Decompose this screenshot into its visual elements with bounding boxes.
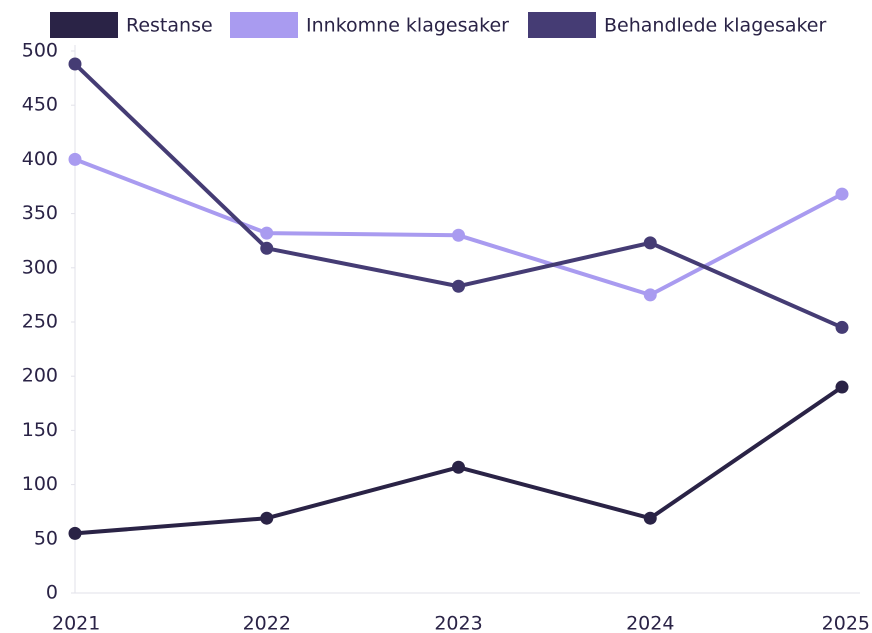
data-point <box>260 241 274 255</box>
x-tick-label: 2023 <box>434 613 482 633</box>
y-tick-label: 450 <box>22 94 58 116</box>
data-point <box>835 187 849 201</box>
x-tick-label: 2021 <box>52 613 100 633</box>
y-tick-label: 250 <box>22 311 58 333</box>
legend-label: Restanse <box>126 15 213 37</box>
series-line <box>74 385 844 536</box>
data-point <box>452 460 465 474</box>
data-point <box>643 511 657 525</box>
data-point <box>452 228 465 242</box>
legend-label: Innkomne klagesaker <box>306 15 509 37</box>
data-point <box>643 288 657 302</box>
data-point <box>835 320 849 334</box>
data-point <box>452 279 465 293</box>
data-point <box>68 152 82 166</box>
data-point <box>260 511 274 525</box>
y-tick-label: 350 <box>22 202 58 224</box>
y-tick-label: 0 <box>46 582 58 604</box>
data-point <box>68 526 82 540</box>
x-tick-label: 2024 <box>626 613 674 633</box>
x-tick-label: 2022 <box>243 613 291 633</box>
legend-swatch <box>230 12 298 38</box>
x-tick-label: 2025 <box>822 613 870 633</box>
legend-label: Behandlede klagesaker <box>604 15 827 37</box>
y-tick-label: 300 <box>22 256 58 278</box>
y-tick-label: 150 <box>22 419 58 441</box>
legend-swatch <box>528 12 596 38</box>
y-tick-label: 50 <box>34 527 58 549</box>
data-point <box>260 226 274 240</box>
data-point <box>643 236 657 250</box>
y-tick-label: 200 <box>22 365 58 387</box>
legend-swatch <box>50 12 118 38</box>
y-tick-label: 500 <box>22 40 58 62</box>
data-point <box>835 380 849 394</box>
y-tick-label: 400 <box>22 148 58 170</box>
y-tick-label: 100 <box>22 473 58 495</box>
data-point <box>68 57 82 71</box>
